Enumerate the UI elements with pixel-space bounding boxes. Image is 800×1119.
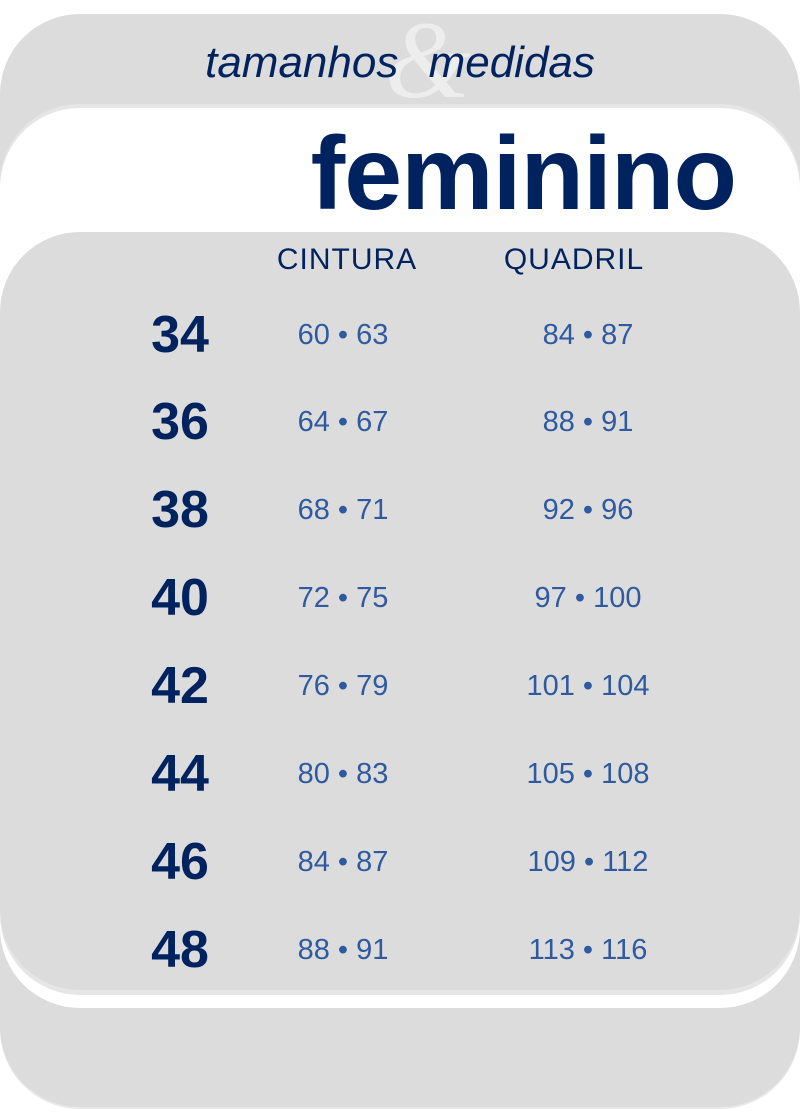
hip-range: 88 • 91 [542,406,634,438]
subtitle-right: medidas [428,38,595,87]
size-label: 40 [151,569,209,627]
table-row: 48 88 • 91 113 • 116 [0,920,800,980]
hip-range: 84 • 87 [542,319,634,351]
column-header-hip: QUADRIL [503,243,645,276]
table-row: 38 68 • 71 92 • 96 [0,480,800,540]
size-label: 34 [151,306,209,364]
waist-range: 84 • 87 [297,846,389,878]
size-label: 46 [151,833,209,891]
waist-range: 88 • 91 [297,934,389,966]
size-label: 48 [151,921,209,979]
table-row: 46 84 • 87 109 • 112 [0,832,800,892]
waist-range: 76 • 79 [297,670,389,702]
table-row: 42 76 • 79 101 • 104 [0,656,800,716]
waist-range: 72 • 75 [297,582,389,614]
hip-range: 97 • 100 [534,582,642,614]
size-label: 44 [151,745,209,803]
size-label: 36 [151,393,209,451]
size-label: 38 [151,481,209,539]
hip-range: 109 • 112 [527,846,649,878]
table-row: 44 80 • 83 105 • 108 [0,744,800,804]
size-label: 42 [151,657,209,715]
waist-range: 80 • 83 [297,758,389,790]
table-row: 34 60 • 63 84 • 87 [0,305,800,365]
table-row: 36 64 • 67 88 • 91 [0,392,800,452]
column-header-waist: CINTURA [276,243,418,276]
ampersand-decoration: & [385,0,471,121]
waist-range: 60 • 63 [297,319,389,351]
waist-range: 64 • 67 [297,406,389,438]
page-title: feminino [310,116,737,232]
table-row: 40 72 • 75 97 • 100 [0,568,800,628]
subtitle: tamanhos medidas [0,38,800,88]
waist-range: 68 • 71 [297,494,389,526]
hip-range: 113 • 116 [528,934,648,966]
hip-range: 105 • 108 [526,758,650,790]
size-table [0,232,800,990]
hip-range: 92 • 96 [542,494,634,526]
subtitle-left: tamanhos [205,38,399,87]
hip-range: 101 • 104 [526,670,650,702]
